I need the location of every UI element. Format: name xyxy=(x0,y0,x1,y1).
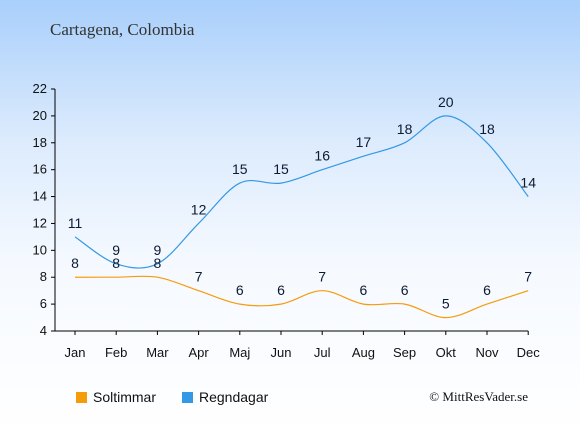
y-tick-label: 16 xyxy=(33,162,47,177)
data-label-regndagar: 11 xyxy=(68,215,83,231)
data-label-soltimmar: 6 xyxy=(483,282,491,298)
x-tick-label: Jul xyxy=(314,345,331,360)
series-line-regndagar xyxy=(74,115,529,269)
data-label-soltimmar: 6 xyxy=(401,282,409,298)
x-tick-label: Aug xyxy=(352,345,375,360)
legend-item-soltimmar: Soltimmar xyxy=(76,389,156,405)
y-tick-label: 20 xyxy=(33,108,47,123)
y-tick-label: 18 xyxy=(33,135,47,150)
x-tick-label: Jan xyxy=(65,345,86,360)
legend-item-regndagar: Regndagar xyxy=(182,389,268,405)
data-label-soltimmar: 6 xyxy=(277,282,285,298)
data-label-regndagar: 15 xyxy=(232,161,248,177)
data-label-regndagar: 18 xyxy=(397,121,413,137)
y-tick-label: 4 xyxy=(40,323,47,338)
data-label-soltimmar: 7 xyxy=(524,269,532,285)
data-label-regndagar: 17 xyxy=(356,134,372,150)
x-tick-label: Mar xyxy=(146,345,169,360)
data-label-regndagar: 9 xyxy=(154,242,162,258)
y-tick-label: 12 xyxy=(33,215,47,230)
x-tick-label: Sep xyxy=(393,345,416,360)
data-label-regndagar: 14 xyxy=(520,175,536,191)
data-label-regndagar: 15 xyxy=(273,161,289,177)
data-label-soltimmar: 7 xyxy=(195,269,203,285)
data-label-soltimmar: 7 xyxy=(318,269,326,285)
x-tick-label: Apr xyxy=(188,345,209,360)
chart-title: Cartagena, Colombia xyxy=(50,20,195,39)
copyright-text: © MittResVader.se xyxy=(429,389,528,404)
x-tick-label: Dec xyxy=(517,345,541,360)
y-tick-label: 6 xyxy=(40,296,47,311)
data-label-regndagar: 9 xyxy=(112,242,120,258)
x-tick-label: Nov xyxy=(475,345,499,360)
legend-label-regndagar: Regndagar xyxy=(199,389,269,405)
legend-label-soltimmar: Soltimmar xyxy=(93,389,157,405)
y-tick-label: 14 xyxy=(33,189,47,204)
data-label-soltimmar: 5 xyxy=(442,296,450,312)
series-line-soltimmar xyxy=(74,275,529,319)
x-tick-label: Okt xyxy=(436,345,457,360)
x-tick-label: Jun xyxy=(271,345,292,360)
data-label-regndagar: 20 xyxy=(438,94,454,110)
y-tick-label: 22 xyxy=(33,81,47,96)
data-label-soltimmar: 8 xyxy=(71,255,79,271)
data-label-soltimmar: 8 xyxy=(112,255,120,271)
data-label-regndagar: 18 xyxy=(479,121,495,137)
y-tick-label: 10 xyxy=(33,242,47,257)
y-tick-label: 8 xyxy=(40,269,47,284)
data-label-regndagar: 16 xyxy=(314,148,330,164)
data-label-soltimmar: 6 xyxy=(236,282,244,298)
legend-swatch-soltimmar xyxy=(76,391,87,403)
data-label-regndagar: 12 xyxy=(191,201,207,217)
x-tick-label: Feb xyxy=(105,345,127,360)
x-tick-label: Maj xyxy=(229,345,250,360)
legend-swatch-regndagar xyxy=(182,391,193,403)
data-label-soltimmar: 8 xyxy=(154,255,162,271)
data-label-soltimmar: 6 xyxy=(360,282,368,298)
